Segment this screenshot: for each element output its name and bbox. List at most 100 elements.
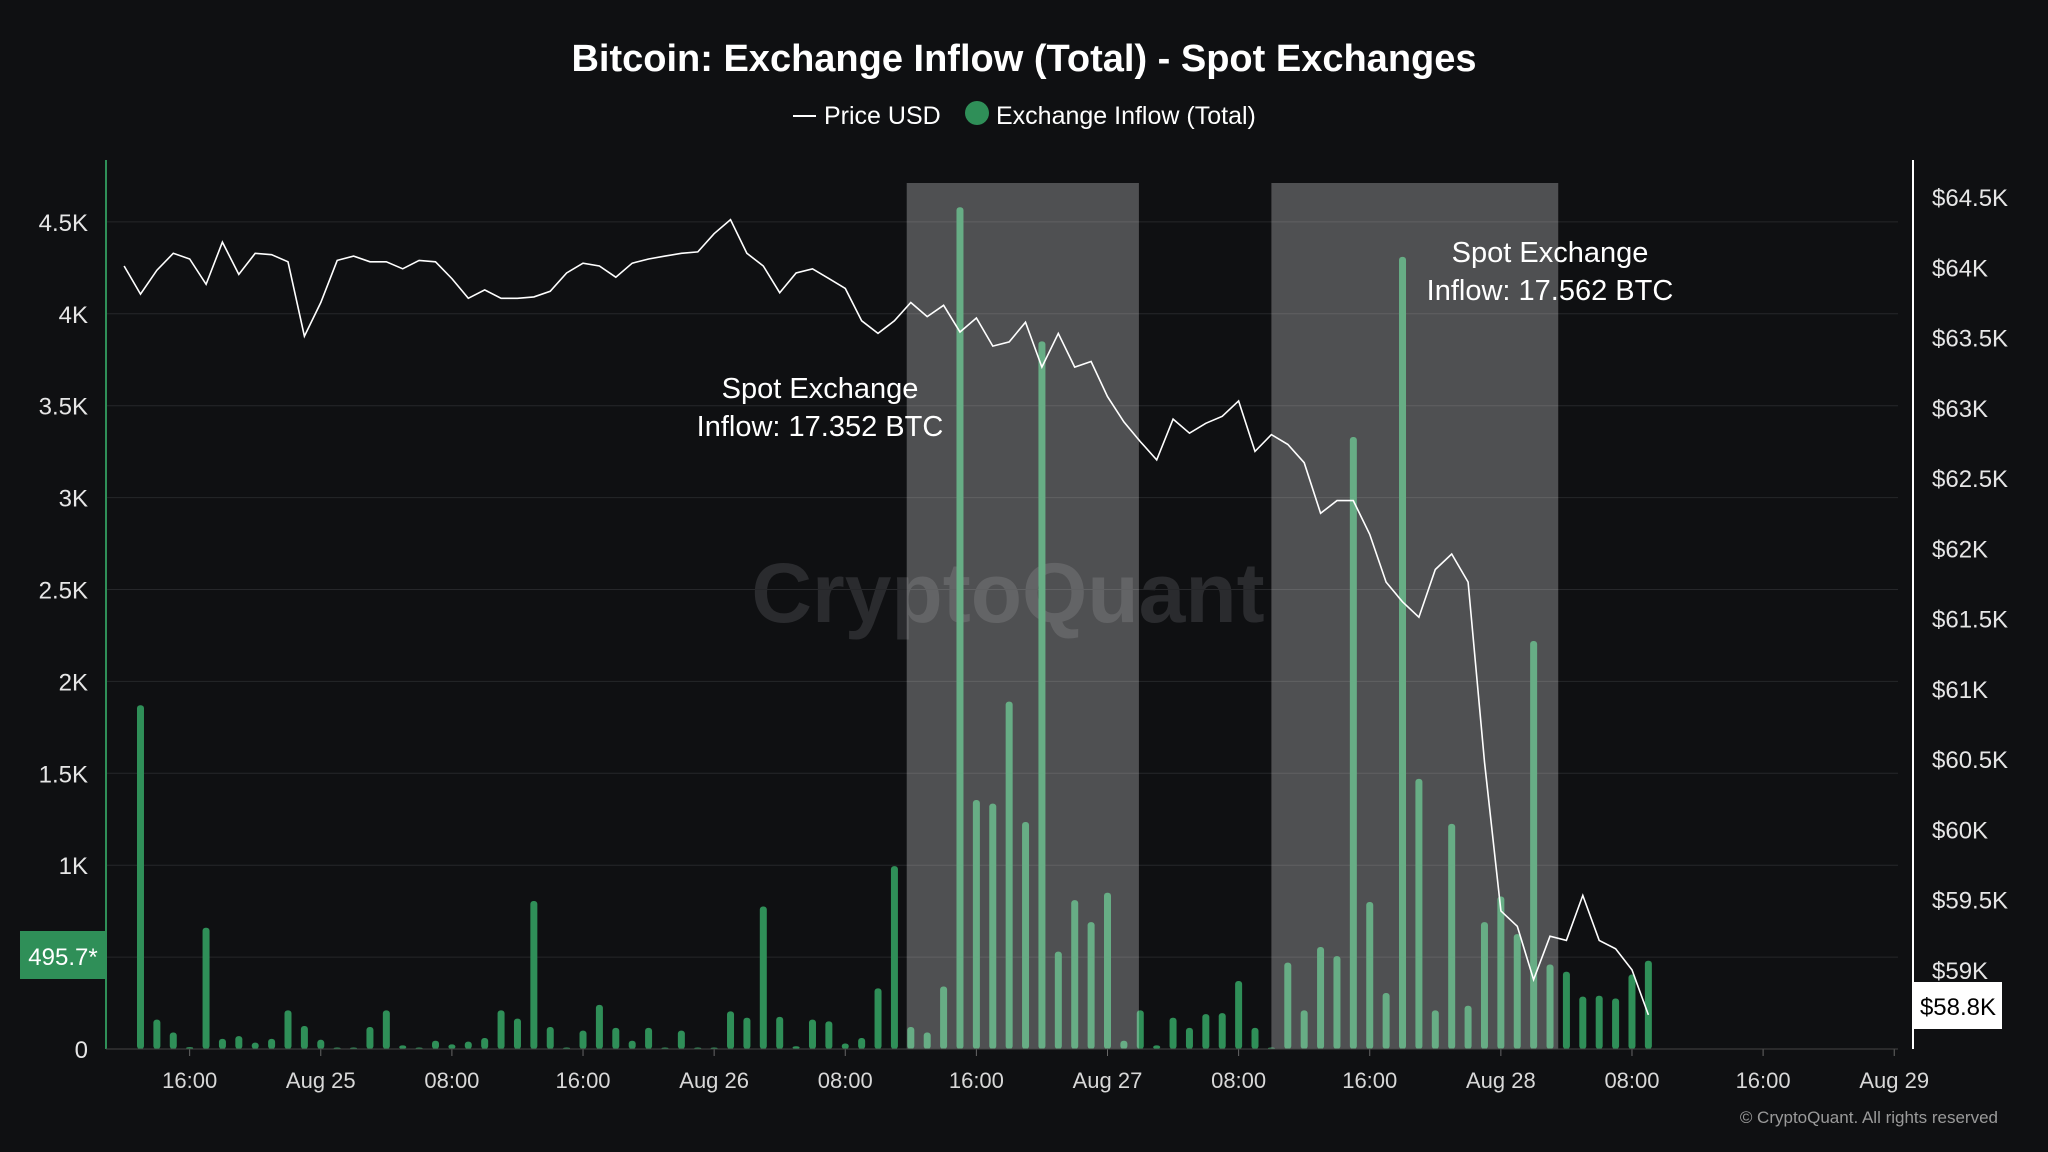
inflow-bar [1382, 992, 1390, 1049]
watermark: CryptoQuant [751, 546, 1264, 640]
inflow-bar [1546, 964, 1554, 1049]
y-right-tick-label: $61.5K [1932, 607, 2008, 634]
inflow-bar [972, 799, 980, 1049]
inflow-bar [218, 1038, 226, 1049]
inflow-bar [923, 1032, 931, 1049]
right-current-badge: $58.8K [1914, 982, 2002, 1029]
inflow-bar [858, 1037, 866, 1049]
inflow-bar [1530, 640, 1538, 1049]
y-left-tick-label: 0 [75, 1037, 88, 1064]
highlight-region [906, 183, 1139, 1049]
right-current-value: $58.8K [1920, 994, 1996, 1021]
inflow-bar [1300, 1010, 1308, 1049]
inflow-bar [1071, 900, 1079, 1049]
x-tick-label: Aug 28 [1466, 1068, 1536, 1093]
inflow-bar [1415, 778, 1423, 1049]
inflow-bar [268, 1038, 276, 1049]
inflow-bar [1022, 822, 1030, 1049]
inflow-bar [1579, 996, 1587, 1049]
y-right-tick-label: $64.5K [1932, 185, 2008, 212]
inflow-bar [382, 1010, 390, 1049]
inflow-bar [1202, 1014, 1210, 1049]
inflow-bar [808, 1019, 816, 1049]
left-current-value: 495.7* [28, 944, 97, 971]
inflow-bar [677, 1030, 685, 1049]
y-right-tick-label: $60.5K [1932, 747, 2008, 774]
inflow-bar [1628, 974, 1636, 1049]
inflow-bar [136, 705, 144, 1049]
y-right-tick-label: $59.5K [1932, 888, 2008, 915]
inflow-bar [202, 927, 210, 1049]
inflow-bar [1595, 995, 1603, 1049]
inflow-bar [1399, 256, 1407, 1049]
inflow-bar [1153, 1045, 1161, 1049]
inflow-bar [956, 207, 964, 1050]
inflow-bar [1054, 951, 1062, 1049]
inflow-bar [1448, 823, 1456, 1049]
copyright: © CryptoQuant. All rights reserved [1740, 1108, 1998, 1127]
inflow-bar [1349, 436, 1357, 1049]
x-tick-label: 16:00 [1736, 1068, 1791, 1093]
legend-inflow-label[interactable]: Exchange Inflow (Total) [996, 102, 1256, 130]
inflow-bar [1284, 962, 1292, 1049]
y-left-tick-label: 3K [59, 486, 88, 513]
inflow-bar [513, 1018, 521, 1049]
inflow-bar [1366, 901, 1374, 1049]
y-right-tick-label: $62K [1932, 536, 1988, 563]
inflow-bar [1562, 971, 1570, 1049]
inflow-bar [153, 1019, 161, 1049]
price-line [123, 218, 1650, 1016]
legend-inflow-dot-icon [965, 101, 989, 125]
x-tick-label: Aug 26 [679, 1068, 749, 1093]
inflow-bar [645, 1027, 653, 1049]
inflow-bar [1104, 892, 1111, 1049]
highlight-region [1271, 183, 1559, 1049]
x-tick-label: 16:00 [162, 1068, 217, 1093]
inflow-bar [989, 803, 997, 1049]
inflow-bar [874, 988, 882, 1049]
inflow-bar [1464, 1005, 1472, 1049]
x-tick-label: 16:00 [555, 1068, 610, 1093]
inflow-bar [776, 1016, 784, 1049]
highlight-annotation: Inflow: 17.352 BTC [697, 411, 944, 443]
x-tick-label: 16:00 [949, 1068, 1004, 1093]
inflow-bar [432, 1040, 440, 1049]
inflow-bar [366, 1026, 374, 1049]
highlight-annotation: Spot Exchange [1452, 237, 1649, 269]
inflow-bar [1644, 960, 1652, 1049]
inflow-bar [1087, 922, 1095, 1049]
inflow-bar [530, 901, 538, 1049]
inflow-bar [1038, 341, 1046, 1049]
inflow-bar [940, 986, 948, 1049]
inflow-bar [1431, 1010, 1439, 1049]
inflow-bar [1251, 1027, 1259, 1049]
inflow-bar [300, 1026, 308, 1049]
inflow-bar [235, 1036, 243, 1049]
inflow-bar [464, 1041, 472, 1049]
inflow-bar [1513, 934, 1521, 1049]
y-right-tick-label: $62.5K [1932, 466, 2008, 493]
inflow-bar [595, 1004, 603, 1049]
inflow-bar [399, 1045, 407, 1049]
inflow-bar [890, 866, 898, 1049]
inflow-bar [841, 1043, 849, 1049]
y-right-tick-label: $63K [1932, 396, 1988, 423]
x-tick-label: Aug 27 [1073, 1068, 1143, 1093]
inflow-bar [743, 1017, 751, 1049]
y-left-tick-label: 4K [59, 302, 88, 329]
inflow-bar [497, 1010, 505, 1049]
x-tick-label: 08:00 [1604, 1068, 1659, 1093]
inflow-bar [1218, 1013, 1226, 1049]
y-left-tick-label: 2.5K [39, 578, 88, 605]
inflow-bar [251, 1042, 259, 1049]
x-tick-label: Aug 25 [286, 1068, 356, 1093]
x-tick-label: 08:00 [818, 1068, 873, 1093]
y-right-tick-label: $64K [1932, 255, 1988, 282]
legend-price-label[interactable]: Price USD [824, 102, 941, 130]
y-left-tick-label: 1K [59, 853, 88, 880]
inflow-bar [1005, 701, 1013, 1049]
highlight-annotation: Inflow: 17.562 BTC [1427, 275, 1674, 307]
inflow-bar [907, 1026, 915, 1049]
inflow-bar [284, 1010, 292, 1049]
